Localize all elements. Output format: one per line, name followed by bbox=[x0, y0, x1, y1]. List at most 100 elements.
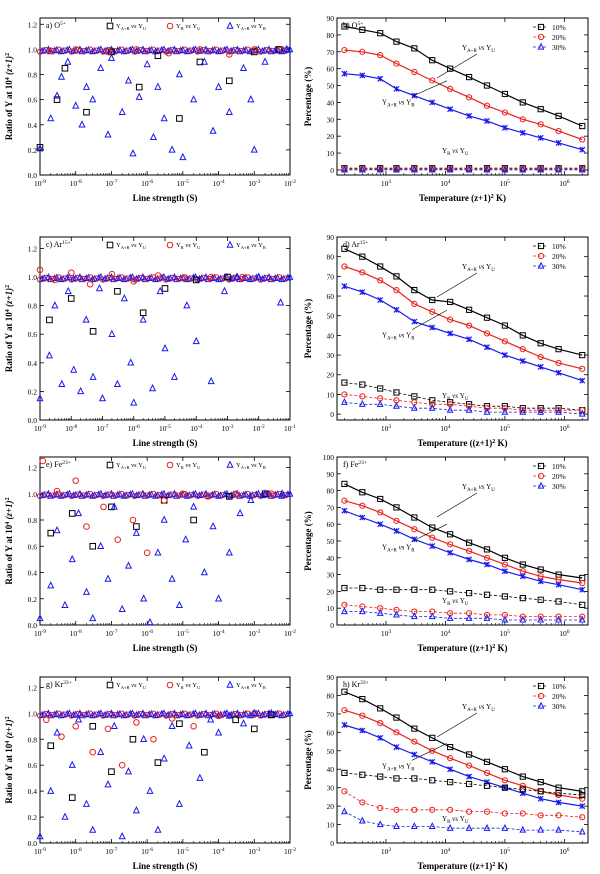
text-span: c) bbox=[46, 240, 54, 249]
band-marker bbox=[248, 274, 256, 282]
band-marker bbox=[166, 274, 174, 282]
data-point bbox=[42, 716, 50, 724]
data-point bbox=[393, 610, 400, 618]
text-span: Y bbox=[486, 483, 491, 491]
text-span: A+R bbox=[241, 245, 250, 250]
band-marker bbox=[91, 46, 99, 54]
data-point bbox=[393, 527, 400, 534]
text-span: -9 bbox=[41, 847, 46, 853]
data-point bbox=[359, 72, 366, 79]
text-span: A+R bbox=[121, 685, 130, 690]
text-span: 10 bbox=[221, 424, 229, 433]
band-marker bbox=[248, 710, 256, 718]
text-span: -8 bbox=[77, 179, 82, 185]
data-point bbox=[555, 581, 562, 588]
x-tick-label: 10-4 bbox=[213, 847, 225, 856]
text-span: 10 bbox=[500, 424, 508, 433]
data-point bbox=[226, 493, 233, 500]
scatter-series-triangle bbox=[36, 272, 285, 406]
data-point bbox=[239, 719, 248, 727]
x-tick-label: 10-5 bbox=[177, 847, 189, 856]
data-point bbox=[411, 526, 418, 533]
data-point bbox=[579, 795, 586, 802]
x-tick-label: 103 bbox=[381, 629, 392, 638]
text-span: U bbox=[143, 465, 147, 470]
data-point bbox=[447, 298, 454, 306]
data-point bbox=[176, 115, 183, 122]
band-marker bbox=[72, 710, 80, 718]
data-point bbox=[175, 600, 184, 609]
data-point bbox=[68, 510, 76, 517]
text-span: K) bbox=[495, 861, 507, 871]
text-span: 23+ bbox=[358, 460, 367, 466]
series-line bbox=[344, 483, 583, 579]
text-span: R bbox=[447, 152, 451, 157]
text-span: -1 bbox=[291, 424, 296, 430]
data-point bbox=[108, 768, 115, 775]
data-point bbox=[377, 734, 384, 741]
data-point bbox=[89, 613, 97, 622]
band-marker bbox=[137, 710, 144, 718]
data-point bbox=[447, 316, 454, 323]
data-point bbox=[232, 716, 239, 724]
legend-marker bbox=[537, 42, 545, 50]
data-point bbox=[393, 306, 400, 313]
annotation-arrow bbox=[436, 492, 478, 518]
annotation-label: YA+R vs YR bbox=[382, 762, 415, 772]
data-point bbox=[89, 748, 97, 756]
scatter-series-square bbox=[47, 490, 269, 550]
band-marker bbox=[185, 274, 193, 282]
data-point bbox=[429, 543, 436, 550]
text-span: Y bbox=[460, 597, 465, 605]
data-point bbox=[200, 567, 208, 576]
data-point bbox=[519, 405, 526, 412]
text-span: -9 bbox=[41, 629, 46, 635]
text-span: -2 bbox=[291, 847, 296, 853]
text-span: 5 bbox=[507, 847, 510, 853]
data-point bbox=[108, 270, 116, 278]
legend-marker bbox=[537, 682, 545, 690]
data-point bbox=[120, 293, 128, 302]
x-tick-label: 10-9 bbox=[34, 424, 46, 433]
text-span: -4 bbox=[198, 424, 203, 430]
data-point bbox=[376, 165, 384, 173]
legend-label: YR vs YU bbox=[176, 462, 201, 470]
text-span: -2 bbox=[291, 629, 296, 635]
text-span: 6 bbox=[567, 179, 570, 185]
text-span: Y bbox=[236, 462, 241, 469]
data-point bbox=[58, 733, 65, 740]
data-point bbox=[519, 407, 527, 415]
series-line bbox=[344, 265, 583, 370]
data-point bbox=[555, 613, 562, 620]
band-marker bbox=[47, 491, 54, 499]
data-point bbox=[250, 145, 258, 153]
data-point bbox=[97, 541, 105, 549]
plot-frame bbox=[39, 456, 291, 626]
data-point bbox=[465, 808, 473, 815]
data-point bbox=[47, 742, 55, 750]
legend-marker bbox=[166, 681, 174, 689]
line-series bbox=[341, 70, 586, 153]
text-span: A+R bbox=[121, 26, 130, 31]
legend-marker bbox=[166, 241, 174, 249]
data-point bbox=[225, 548, 233, 556]
data-point bbox=[341, 263, 348, 270]
data-point bbox=[555, 165, 562, 173]
annotation-label: YA+R vs YU bbox=[462, 703, 495, 713]
dense-band bbox=[36, 45, 294, 55]
data-point bbox=[64, 57, 72, 65]
band-marker bbox=[273, 273, 281, 281]
band-marker bbox=[126, 709, 134, 717]
data-point bbox=[483, 611, 491, 619]
data-point bbox=[447, 806, 454, 813]
text-span: Ratio of Y at 10 bbox=[4, 524, 14, 584]
band-marker bbox=[267, 47, 275, 55]
data-point bbox=[465, 823, 473, 831]
data-point bbox=[555, 405, 562, 412]
band-marker bbox=[217, 46, 225, 54]
band-marker bbox=[135, 46, 143, 54]
data-point bbox=[192, 336, 200, 345]
